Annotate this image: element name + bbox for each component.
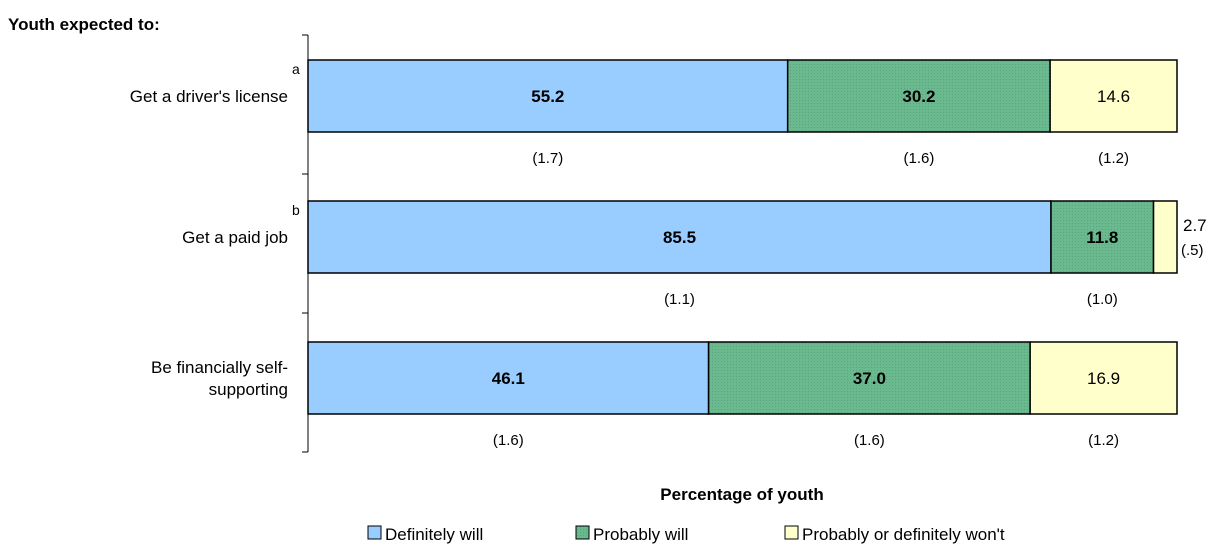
error-label: (1.6) [493,432,524,449]
legend-label: Probably or definitely won't [802,525,1005,544]
category-label: supporting [209,380,288,399]
value-label: 46.1 [492,369,525,388]
error-label: (1.2) [1088,432,1119,449]
value-label: 14.6 [1097,87,1130,106]
category-footnote: b [292,202,300,218]
chart-title: Youth expected to: [8,15,160,34]
category-footnote: a [292,61,300,77]
bar-segment [786,59,1051,133]
value-label: 16.9 [1087,369,1120,388]
bar-segment [307,59,789,133]
legend-swatch [784,525,799,540]
error-label: (1.0) [1087,291,1118,308]
value-label: 11.8 [1086,228,1118,247]
value-label: 30.2 [902,87,935,106]
bar-segment [307,200,1052,274]
value-label: 55.2 [531,87,564,106]
legend-label: Definitely will [385,525,483,544]
value-label: 2.7 [1183,216,1207,235]
category-label: Be financially self- [151,358,288,377]
category-label: Get a paid job [182,228,288,247]
error-label: (1.7) [532,150,563,167]
bar-segment [1029,341,1178,415]
error-label: (1.6) [854,432,885,449]
error-label: (1.1) [664,291,695,308]
error-label: (1.2) [1098,150,1129,167]
bar-segment [1152,200,1178,274]
value-label: 37.0 [853,369,886,388]
bar-segment [307,341,710,415]
legend-swatch [575,525,590,540]
category-label: Get a driver's license [130,87,288,106]
error-label: (.5) [1181,242,1204,259]
x-axis-label: Percentage of youth [660,485,823,504]
error-label: (1.6) [903,150,934,167]
legend-label: Probably will [593,525,688,544]
bar-segment [1050,200,1155,274]
legend-swatch [367,525,382,540]
bar-segment [707,341,1031,415]
legend: Definitely will Probably will Probably or … [367,525,1005,544]
bar-segment [1049,59,1178,133]
value-label: 85.5 [663,228,696,247]
